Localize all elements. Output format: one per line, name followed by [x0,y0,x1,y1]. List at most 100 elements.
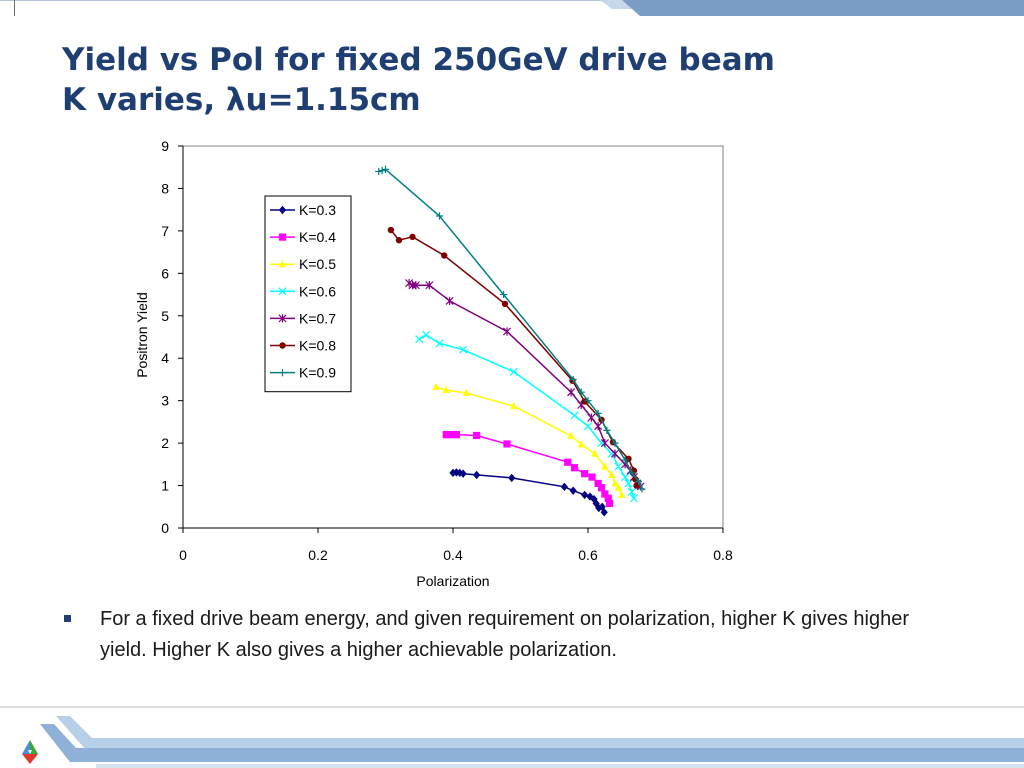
data-point-k-0-6 [607,449,616,458]
data-point-k-0-7 [587,413,596,422]
legend-item: K=0.7 [270,310,336,326]
data-point-k-0-5 [510,401,518,410]
data-point-k-0-9 [375,167,383,176]
data-point-k-0-9 [611,439,619,447]
data-point-k-0-3 [595,503,603,513]
data-point-k-0-4 [601,490,609,498]
legend-marker-icon [278,314,287,323]
x-tick-label: 0.4 [443,547,463,563]
y-tick-label: 2 [161,435,169,451]
data-point-k-0-3 [569,486,577,495]
data-point-k-0-6 [570,411,579,420]
data-point-k-0-5 [614,483,622,491]
footer-decoration [0,706,1024,768]
data-point-k-0-5 [611,479,619,487]
slide-title-line-1: Yield vs Pol for fixed 250GeV drive beam [62,42,775,78]
y-tick-label: 5 [161,308,169,324]
bullet-text: For a fixed drive beam energy, and given… [100,608,909,661]
data-point-k-0-6 [624,479,633,488]
data-point-k-0-4 [452,431,460,439]
series-k-0-3 [449,468,608,517]
data-point-k-0-9 [435,212,444,220]
data-point-k-0-3 [581,490,589,500]
y-tick-label: 8 [161,180,169,196]
data-point-k-0-6 [421,330,431,339]
data-point-k-0-6 [415,335,424,344]
logo-icon [22,740,38,764]
legend-item: K=0.5 [270,256,336,272]
data-point-k-0-9 [603,426,611,434]
y-tick-label: 4 [161,350,169,366]
data-point-k-0-3 [459,469,467,478]
data-point-k-0-7 [502,327,512,336]
x-tick-label: 0.6 [578,547,598,563]
data-point-k-0-6 [435,339,444,348]
series-k-0-9 [375,165,646,493]
data-point-k-0-5 [432,382,440,391]
x-tick-label: 0.8 [713,547,733,563]
data-point-k-0-7 [600,439,609,448]
y-tick-label: 0 [161,520,169,536]
data-point-k-0-4 [473,431,481,440]
x-axis-title: Polarization [416,573,489,589]
y-axis-title: Positron Yield [134,292,150,378]
data-point-k-0-9 [628,469,636,477]
data-point-k-0-9 [569,375,577,384]
legend-marker-icon [278,233,287,241]
data-point-k-0-9 [594,409,602,417]
slide-title-line-2: K varies, λu=1.15cm [62,80,775,120]
x-tick-label: 0.2 [308,547,328,563]
y-tick-label: 9 [161,138,169,154]
data-point-k-0-4 [594,479,602,488]
data-point-k-0-4 [597,484,606,492]
data-point-k-0-4 [564,458,572,466]
legend-marker-icon [278,260,287,268]
data-point-k-0-5 [601,462,609,470]
legend-label: K=0.3 [299,202,336,218]
data-point-k-0-9 [500,290,508,299]
data-point-k-0-9 [621,456,629,464]
data-point-k-0-3 [600,508,608,517]
data-point-k-0-7 [594,422,603,431]
data-point-k-0-7 [567,388,576,397]
data-point-k-0-7 [610,449,620,458]
data-point-k-0-5 [608,470,616,478]
data-point-k-0-4 [588,473,596,481]
data-point-k-0-3 [598,502,606,511]
x-tick-label: 0 [179,547,187,563]
data-point-k-0-6 [627,487,636,496]
data-point-k-0-4 [604,494,612,502]
data-point-k-0-5 [591,449,599,457]
data-point-k-0-5 [462,388,471,397]
y-tick-label: 6 [161,265,169,281]
y-tick-label: 1 [161,478,169,494]
data-point-k-0-8 [395,237,403,244]
data-point-k-0-5 [567,431,575,439]
data-point-k-0-6 [583,422,593,431]
title-line-2-suffix: u=1.15cm [245,82,421,118]
data-point-k-0-9 [381,165,390,173]
legend-item: K=0.4 [270,229,336,245]
data-point-k-0-4 [570,464,579,472]
data-point-k-0-8 [581,398,588,405]
data-point-k-0-3 [473,470,481,480]
legend-item: K=0.9 [270,365,336,381]
lambda-symbol: λ [225,82,246,118]
data-point-k-0-4 [581,470,589,478]
data-point-k-0-3 [592,499,600,508]
data-point-k-0-6 [621,473,630,482]
data-point-k-0-8 [409,233,416,241]
data-point-k-0-5 [442,385,450,394]
series-k-0-6 [415,330,638,503]
data-point-k-0-4 [606,499,614,507]
title-line-2-prefix: K varies, [62,82,226,118]
yield-vs-polarization-chart: 0 1 2 3 4 5 6 7 8 9 0 0.2 0.4 0.6 0.8 K=0.3 K=0.4 K=0.5 K… [134,138,733,589]
y-tick-label: 3 [161,393,169,409]
data-point-k-0-8 [387,226,395,234]
legend-label: K=0.6 [299,283,336,299]
footer-swoosh-light [56,716,1024,750]
data-point-k-0-6 [459,345,468,354]
data-point-k-0-6 [614,462,623,471]
bullet-list: For a fixed drive beam energy, and given… [62,604,942,666]
data-point-k-0-5 [577,440,585,448]
